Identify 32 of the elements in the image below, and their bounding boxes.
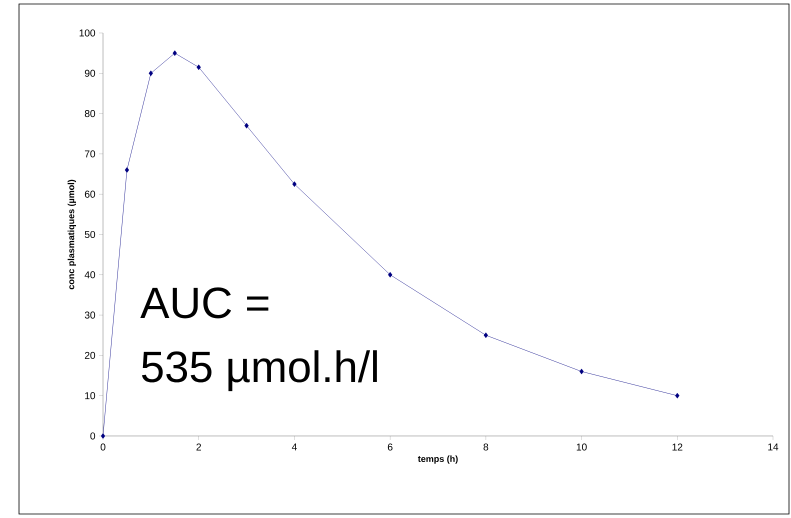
y-tick-label: 60	[84, 190, 96, 198]
x-tick-label: 4	[292, 444, 297, 450]
y-tick-label: 50	[84, 230, 96, 238]
y-axis-title: conc plasmatiques (µmol)	[68, 180, 76, 290]
point	[292, 181, 297, 187]
point	[172, 50, 177, 56]
x-tick-label: 10	[576, 444, 587, 451]
point	[244, 122, 249, 128]
point	[484, 332, 488, 338]
y-tick-label: 70	[84, 150, 96, 158]
annotation: AUC =	[140, 287, 268, 318]
y-tick-label: 0	[90, 432, 96, 440]
point	[148, 70, 154, 76]
x-axis-title: temps (h)	[418, 455, 458, 464]
y-tick-label: 20	[84, 352, 96, 359]
y-tick-label: 10	[85, 392, 96, 400]
x-tick-label: 8	[484, 444, 488, 451]
y-tick-label: 30	[84, 312, 96, 319]
point	[124, 167, 130, 173]
x-tick-label: 14	[768, 444, 778, 450]
y-tick-label: 100	[80, 29, 96, 37]
x-tick-label: 6	[388, 444, 392, 451]
x-tick-label: 12	[672, 444, 682, 450]
x-tick-label: 0	[100, 444, 106, 451]
point	[579, 368, 584, 374]
y-tick-label: 80	[84, 110, 96, 118]
point	[675, 392, 680, 398]
annotation: 535 µmol.h/l	[142, 350, 377, 392]
y-tick-label: 40	[84, 271, 96, 278]
x-tick-label: 2	[196, 444, 201, 450]
y-tick-label: 90	[84, 70, 96, 77]
point	[100, 433, 106, 439]
